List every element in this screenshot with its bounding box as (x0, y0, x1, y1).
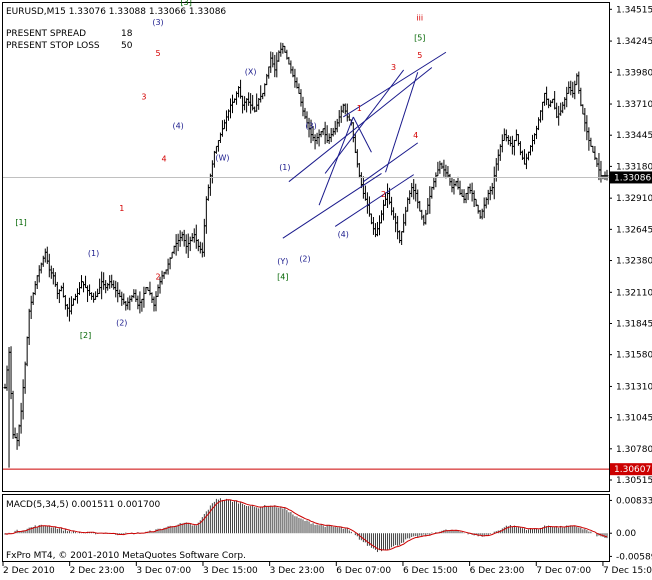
symbol-line: EURUSD,M15 1.33076 1.33088 1.33066 1.330… (6, 7, 226, 17)
price-tick-label: 1.31310 (616, 382, 652, 392)
wave-label: (3) (152, 18, 163, 27)
wave-label: [1] (15, 218, 26, 227)
wave-label: (4) (172, 122, 183, 131)
price-tick-label: 1.32380 (616, 257, 652, 267)
spread-label: PRESENT SPREAD (6, 29, 86, 39)
price-tick-label: 1.31845 (616, 319, 652, 329)
trendline (352, 116, 372, 153)
wave-label: 1 (119, 204, 124, 213)
wave-label: [3] (181, 0, 192, 7)
macd-frame (2, 494, 610, 562)
time-tick-label: 2 Dec 23:00 (70, 566, 125, 576)
trendline (334, 174, 414, 227)
price-scale: 1.34515 1.34245 1.33980 1.33710 1.33445 1.331… (609, 5, 652, 486)
macd-title: MACD(5,34,5) 0.001511 0.001700 (6, 500, 161, 510)
trendline (282, 173, 382, 239)
time-tick-label: 3 Dec 15:00 (203, 566, 258, 576)
low-price-tag: 1.30607 (610, 463, 652, 476)
price-tick-label: 1.32910 (616, 194, 652, 204)
price-tick-label: 1.31580 (616, 351, 652, 361)
price-tick-label: 1.34245 (616, 37, 652, 47)
wave-label: 3 (141, 92, 146, 101)
macd-scale: 0.00833 0.00 -0.00589 (609, 496, 652, 562)
wave-label: (2) (116, 318, 127, 327)
price-tick-label: 1.33180 (616, 162, 652, 172)
time-tick-label: 6 Dec 15:00 (403, 566, 458, 576)
wave-label: 2 (381, 190, 386, 199)
price-tick-label: 1.30515 (616, 476, 652, 486)
wave-label: 3 (391, 63, 396, 72)
wave-label: (Y) (277, 257, 288, 266)
wave-label: [5] (414, 33, 425, 42)
price-bars (3, 42, 609, 468)
main-chart-frame (2, 2, 610, 492)
trendline (363, 142, 419, 183)
price-lines (3, 176, 609, 470)
wave-label: [4] (277, 272, 288, 281)
time-tick-label: 3 Dec 23:00 (270, 566, 325, 576)
trendlines (282, 51, 447, 239)
stop-loss-label: PRESENT STOP LOSS (6, 41, 100, 51)
wave-label: 2 (155, 272, 160, 281)
macd-signal-line (4, 499, 608, 551)
low-price-label: 1.30607 (614, 465, 651, 475)
macd-tick-label: -0.00589 (616, 552, 652, 562)
time-tick-label: 7 Dec 07:00 (536, 566, 591, 576)
time-scale: 2 Dec 2010 2 Dec 23:00 3 Dec 07:00 3 Dec 15… (2, 562, 652, 576)
trendline (318, 116, 354, 206)
trendline (385, 72, 419, 173)
wave-label: [2] (80, 331, 91, 340)
time-tick-label: 3 Dec 07:00 (136, 566, 191, 576)
copyright: FxPro MT4, © 2001-2010 MetaQuotes Softwa… (6, 551, 246, 561)
time-tick-label: 6 Dec 23:00 (470, 566, 525, 576)
price-tick-label: 1.31045 (616, 414, 652, 424)
time-tick-label: 2 Dec 2010 (3, 566, 55, 576)
price-tick-label: 1.33445 (616, 131, 652, 141)
wave-label: (2) (299, 255, 310, 264)
wave-label: 1 (357, 104, 362, 113)
trendline (342, 51, 447, 118)
wave-label: 4 (162, 155, 167, 164)
wave-label: (4) (338, 230, 349, 239)
macd-tick-label: 0.00833 (616, 496, 652, 506)
price-tick-label: 1.33980 (616, 68, 652, 78)
price-tick-label: 1.32645 (616, 225, 652, 235)
wave-label: (1) (88, 249, 99, 258)
wave-label: 5 (417, 51, 422, 60)
macd-tick-label: 0.00 (616, 529, 636, 539)
stop-loss-value: 50 (121, 41, 133, 51)
wave-label: iii (416, 13, 423, 22)
wave-label: (1) (279, 163, 290, 172)
wave-label: (X) (245, 68, 257, 77)
price-tick-label: 1.32110 (616, 288, 652, 298)
wave-label: (3) (305, 122, 316, 131)
spread-value: 18 (121, 29, 133, 39)
current-price-tag: 1.33086 (610, 171, 652, 184)
time-tick-label: 7 Dec 15:00 (603, 566, 652, 576)
time-tick-label: 6 Dec 07:00 (336, 566, 391, 576)
wave-labels: [1] [2] (1) (2) 1 2 (3) 3 4 5 [3] (4) (W) (X) (Y) [4] (1… (15, 0, 425, 340)
trendline (288, 67, 433, 183)
wave-label: (W) (215, 154, 229, 163)
wave-label: 4 (413, 131, 418, 140)
price-tick-label: 1.30780 (616, 445, 652, 455)
wave-label: 5 (155, 49, 160, 58)
current-price-label: 1.33086 (614, 173, 651, 183)
price-tick-label: 1.33710 (616, 100, 652, 110)
price-tick-label: 1.34515 (616, 5, 652, 15)
